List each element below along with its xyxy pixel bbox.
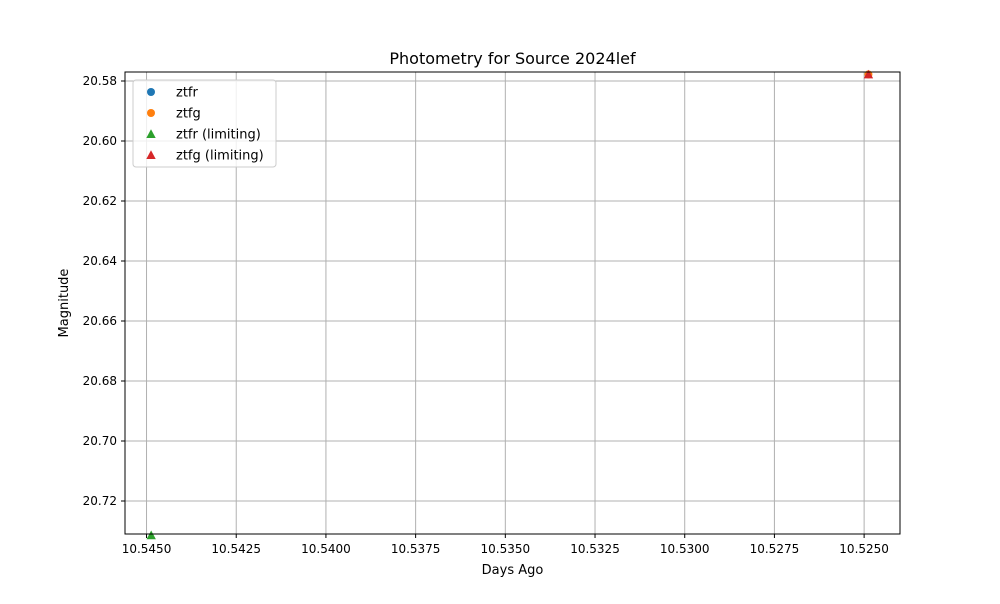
- x-tick-label: 10.5325: [570, 542, 620, 556]
- y-tick-label: 20.70: [83, 434, 117, 448]
- x-tick-label: 10.5250: [839, 542, 889, 556]
- x-tick-label: 10.5300: [660, 542, 710, 556]
- legend-marker: [146, 150, 156, 159]
- y-tick-label: 20.62: [83, 194, 117, 208]
- x-tick-label: 10.5450: [122, 542, 172, 556]
- y-tick-label: 20.68: [83, 374, 117, 388]
- plot-frame: [124, 71, 901, 535]
- legend-marker: [147, 109, 155, 117]
- legend-box: [132, 79, 277, 168]
- legend-entry-label: ztfr: [176, 86, 198, 101]
- legend-marker: [147, 88, 155, 96]
- x-axis-label: Days Ago: [482, 563, 544, 578]
- legend-entry-label: ztfr (limiting): [176, 128, 261, 143]
- ticks-layer: 10.5450 10.5425 10.5400 10.5375 10.5350 10.53…: [83, 74, 889, 556]
- x-tick-label: 10.5275: [750, 542, 800, 556]
- grid-layer: [125, 72, 900, 534]
- x-tick-label: 10.5400: [301, 542, 351, 556]
- y-tick-label: 20.66: [83, 314, 117, 328]
- x-tick-label: 10.5425: [211, 542, 261, 556]
- legend-marker: [146, 129, 156, 138]
- y-tick-label: 20.72: [83, 494, 117, 508]
- x-tick-label: 10.5350: [481, 542, 531, 556]
- y-tick-label: 20.64: [83, 254, 117, 268]
- y-axis-label: Magnitude: [57, 269, 72, 338]
- y-tick-label: 20.60: [83, 134, 117, 148]
- y-tick-label: 20.58: [83, 74, 117, 88]
- data-point-ztfr-limiting: [146, 530, 156, 540]
- legend-entry-label: ztfg (limiting): [176, 149, 264, 164]
- data-point-ztfg-limiting: [863, 69, 874, 79]
- chart-title: Photometry for Source 2024lef: [389, 49, 636, 68]
- legend: ztfr ztfg ztfr (limiting) ztfg (limiting): [132, 79, 277, 168]
- legend-entry-label: ztfg: [176, 107, 201, 122]
- x-tick-label: 10.5375: [391, 542, 441, 556]
